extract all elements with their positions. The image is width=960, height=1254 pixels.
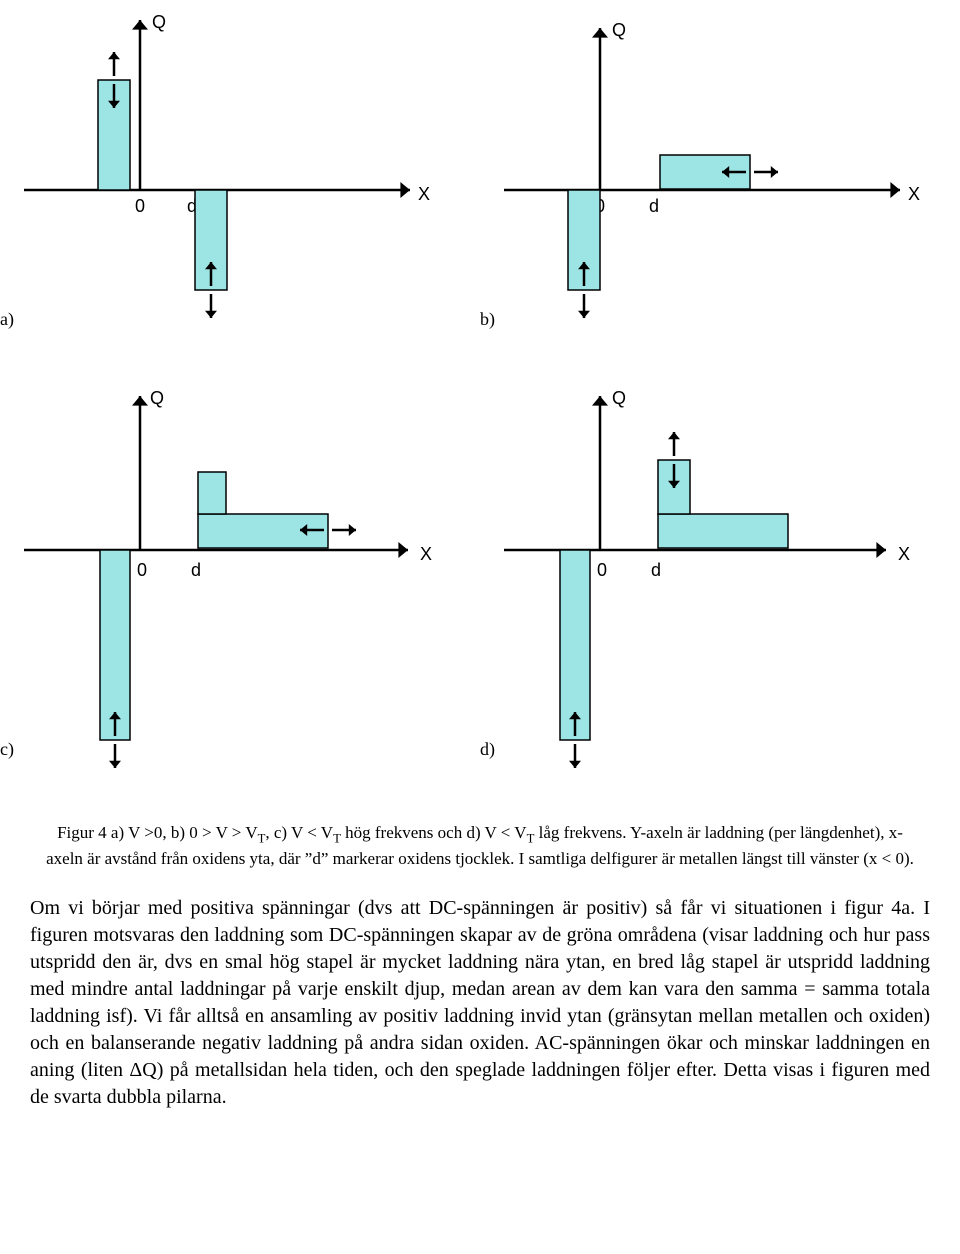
svg-text:d: d [651, 560, 661, 580]
panel-d-label: d) [480, 739, 495, 760]
caption-sub-2: T [333, 831, 341, 845]
svg-text:Q: Q [612, 20, 626, 40]
caption-text-3: hög frekvens och d) V < V [341, 823, 527, 842]
svg-text:Q: Q [612, 388, 626, 408]
figure-grid: Q X 0 d a) Q X 0 d b) Q X 0 d c) Q X 0 d d) [0, 0, 960, 790]
figure-panel-a: QX0d a) [0, 0, 480, 360]
caption-text-1: Figur 4 a) V >0, b) 0 > V > V [57, 823, 258, 842]
svg-text:d: d [191, 560, 201, 580]
figure-caption: Figur 4 a) V >0, b) 0 > V > V T, c) V < V… [40, 822, 920, 871]
svg-text:0: 0 [597, 560, 607, 580]
panel-c-label: c) [0, 739, 14, 760]
svg-text:0: 0 [135, 196, 145, 216]
svg-text:Q: Q [150, 388, 164, 408]
figure-panel-b: QX0d b) [480, 0, 960, 360]
svg-text:0: 0 [137, 560, 147, 580]
svg-text:X: X [908, 184, 920, 204]
svg-text:X: X [898, 544, 910, 564]
panel-b-label: b) [480, 309, 495, 330]
svg-text:d: d [649, 196, 659, 216]
figure-panel-d: Q X 0 d d) [480, 360, 960, 790]
svg-text:X: X [418, 184, 430, 204]
body-paragraph: Om vi börjar med positiva spänningar (dv… [30, 895, 930, 1111]
figure-panel-c: Q X 0 d c) [0, 360, 480, 790]
caption-text-2: , c) V < V [265, 823, 333, 842]
panel-a-label: a) [0, 309, 14, 330]
svg-text:Q: Q [152, 12, 166, 32]
svg-text:X: X [420, 544, 432, 564]
